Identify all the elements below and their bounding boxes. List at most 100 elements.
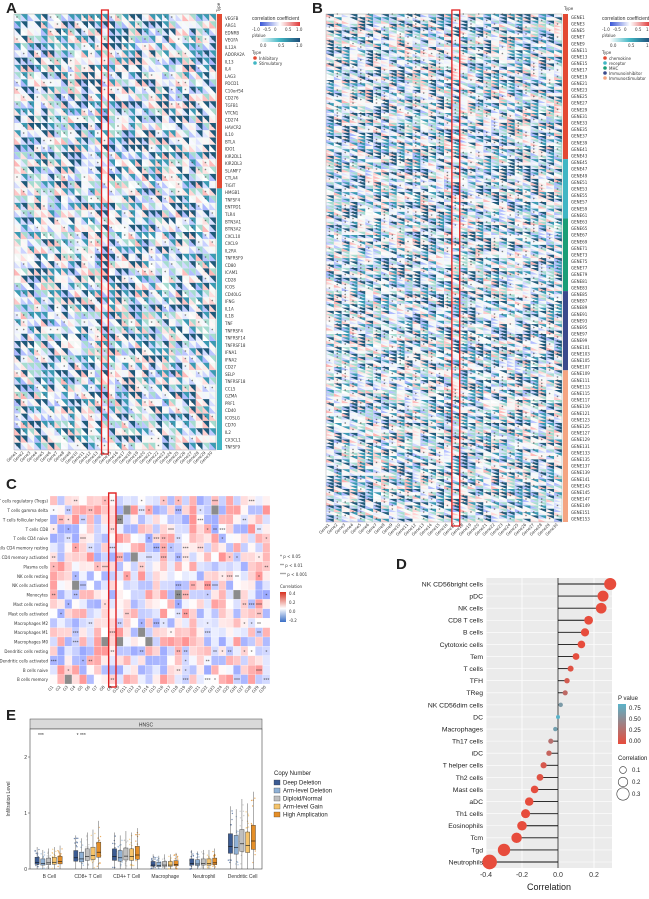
a-cell-p <box>168 72 176 80</box>
b-cell-star: * <box>462 36 464 41</box>
a-cell-corr <box>88 159 95 167</box>
panel-letter-d: D <box>396 556 407 573</box>
a-cell-corr <box>20 130 28 138</box>
a-cell-p <box>20 137 28 145</box>
a-cell-p <box>148 195 156 203</box>
a-cell-star: * <box>50 66 52 71</box>
a-cell-corr <box>128 35 136 44</box>
a-cell-star: * <box>117 277 119 282</box>
a-row-label: IL1B <box>225 314 234 319</box>
a-cell-corr <box>202 188 210 196</box>
a-cell-star: * <box>117 52 119 57</box>
a-cell-star: * <box>130 321 132 326</box>
a-cell-star: * <box>124 212 126 217</box>
a-cell-p <box>189 64 196 73</box>
a-cell-corr <box>108 173 115 182</box>
a-cell-star: * <box>63 175 65 180</box>
a-cell-star: * <box>124 277 126 282</box>
a-cell-corr <box>148 28 156 36</box>
a-cell-corr <box>27 130 35 138</box>
a-cell-corr <box>34 123 41 131</box>
a-cell-p <box>101 21 109 29</box>
a-cell-star: * <box>137 146 139 151</box>
a-cell-star: * <box>191 212 193 217</box>
a-cell-p <box>94 115 102 123</box>
a-cell-p <box>115 188 122 196</box>
a-cell-p <box>141 64 149 73</box>
a-cell-corr <box>108 72 115 80</box>
a-cell-corr <box>47 130 55 138</box>
a-cell-corr <box>202 195 210 203</box>
a-cell-star: * <box>117 386 119 391</box>
a-cell-corr <box>202 123 210 131</box>
a-cell-corr <box>61 50 68 58</box>
a-cell-p <box>40 188 48 196</box>
a-cell-p <box>115 35 122 44</box>
a-cell-corr <box>135 159 142 167</box>
a-cell-star: * <box>77 364 79 369</box>
a-cell-p <box>54 108 62 116</box>
a-cell-star: * <box>137 103 139 108</box>
a-cell-star: * <box>130 277 132 282</box>
a-cell-star: * <box>83 233 85 238</box>
a-cell-p <box>67 14 75 22</box>
a-cell-star: * <box>63 132 65 137</box>
a-cell-corr <box>34 72 41 80</box>
a-cell-p <box>148 108 156 116</box>
a-legend-subtick: 0.5 <box>278 43 285 48</box>
a-cell-p <box>94 195 102 203</box>
a-cell-star: * <box>157 430 159 435</box>
a-cell-p <box>101 144 109 153</box>
a-cell-star: * <box>130 37 132 42</box>
b-cell-star: * <box>328 26 330 31</box>
a-cell-p <box>155 195 163 203</box>
a-cell-corr <box>74 101 82 109</box>
a-cell-p <box>54 115 62 123</box>
a-cell-p <box>94 43 102 51</box>
a-cell-star: * <box>151 386 153 391</box>
a-cell-corr <box>47 35 55 44</box>
b-cell-star: * <box>549 22 551 27</box>
a-cell-star: * <box>198 204 200 209</box>
a-cell-corr <box>189 50 196 58</box>
a-cell-p <box>81 195 89 203</box>
a-cell-p <box>162 202 169 211</box>
a-cell-star: * <box>16 204 18 209</box>
a-cell-p <box>54 195 62 203</box>
a-cell-p <box>27 130 35 138</box>
a-cell-corr <box>47 28 55 36</box>
a-cell-p <box>115 173 122 182</box>
a-cell-p <box>27 21 35 29</box>
a-cell-star: * <box>77 139 79 144</box>
a-cell-p <box>94 202 102 211</box>
a-cell-star: * <box>171 175 173 180</box>
a-cell-star: * <box>171 364 173 369</box>
a-cell-p <box>121 202 129 211</box>
a-cell-star: * <box>130 146 132 151</box>
b-cell-star: * <box>391 12 393 17</box>
a-cell-star: * <box>23 263 25 268</box>
a-cell-p <box>67 195 75 203</box>
a-cell-star: * <box>205 263 207 268</box>
a-cell-p <box>209 93 216 102</box>
a-cell-p <box>135 137 142 145</box>
a-cell-p <box>101 195 109 203</box>
a-cell-p <box>20 173 28 182</box>
b-cell-star: * <box>352 36 354 41</box>
a-cell-p <box>209 43 216 51</box>
a-cell-star: * <box>90 81 92 86</box>
b-cell-star: * <box>486 26 488 31</box>
a-cell-star: * <box>104 401 106 406</box>
a-cell-p <box>121 64 129 73</box>
a-cell-star: * <box>29 277 31 282</box>
a-cell-corr <box>47 152 55 160</box>
a-cell-star: * <box>63 379 65 384</box>
a-row-label: IFNA2 <box>225 357 237 362</box>
a-cell-star: * <box>191 284 193 289</box>
a-cell-p <box>47 152 55 160</box>
a-cell-star: * <box>56 74 58 79</box>
a-cell-p <box>148 173 156 182</box>
a-cell-star: * <box>157 306 159 311</box>
a-cell-corr <box>88 43 95 51</box>
a-cell-p <box>148 21 156 29</box>
